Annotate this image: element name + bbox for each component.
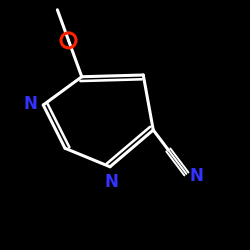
Text: N: N [189,167,203,185]
Text: N: N [24,95,38,113]
Text: N: N [104,173,118,191]
